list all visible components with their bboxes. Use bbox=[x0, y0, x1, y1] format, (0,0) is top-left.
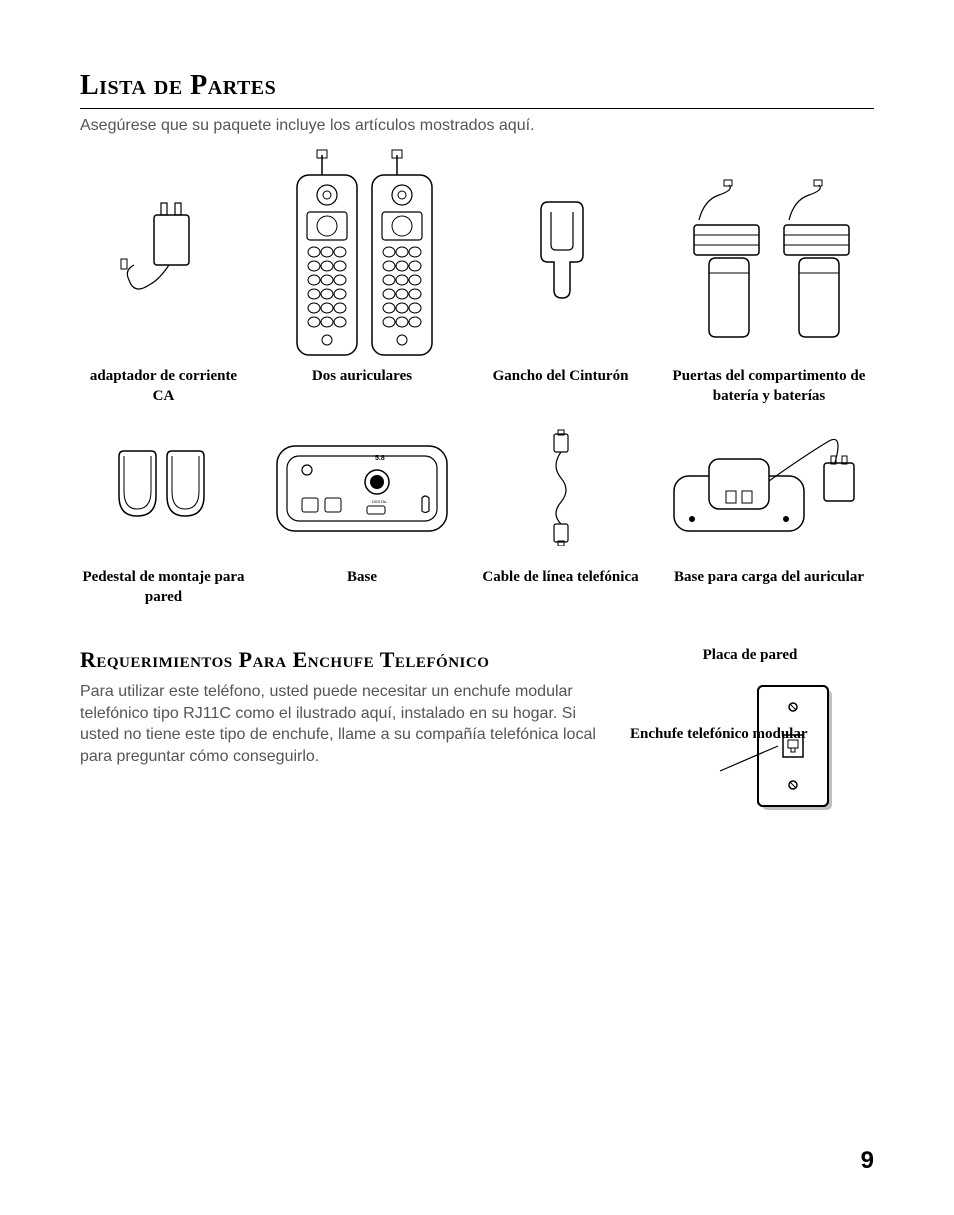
part-base: 5.8 DIGITAL Base bbox=[267, 416, 457, 607]
requirement-paragraph: Para utilizar este teléfono, usted puede… bbox=[80, 681, 610, 767]
requirement-heading: Requerimientos Para Enchufe Telefónico bbox=[80, 647, 610, 673]
belt-clip-illustration bbox=[516, 155, 606, 355]
part-wall-mount-pedestal: Pedestal de montaje para pared bbox=[80, 416, 247, 607]
part-label: Dos auriculares bbox=[312, 367, 412, 387]
page-title: Lista de Partes bbox=[80, 70, 874, 109]
part-belt-clip: Gancho del Cinturón bbox=[477, 155, 644, 406]
battery-doors-illustration bbox=[669, 155, 869, 355]
part-label: Base para carga del auricular bbox=[674, 568, 864, 588]
wallplate-svg bbox=[640, 674, 840, 824]
ac-adapter-illustration bbox=[119, 155, 209, 355]
pedestal-illustration bbox=[109, 416, 219, 556]
phone-cord-illustration bbox=[526, 416, 596, 556]
requirement-content: Requerimientos Para Enchufe Telefónico P… bbox=[80, 647, 610, 767]
charger-illustration bbox=[664, 416, 874, 556]
parts-grid: adaptador de corriente CA bbox=[80, 155, 874, 607]
part-battery-doors: Puertas del compartimento de batería y b… bbox=[664, 155, 874, 406]
base-illustration: 5.8 DIGITAL bbox=[267, 416, 457, 556]
part-two-handsets: Dos auriculares bbox=[267, 155, 457, 406]
jack-label: Enchufe telefónico modular bbox=[630, 725, 808, 744]
intro-paragraph: Asegúrese que su paquete incluye los art… bbox=[80, 117, 874, 135]
part-ac-adapter: adaptador de corriente CA bbox=[80, 155, 247, 406]
part-label: adaptador de corriente CA bbox=[80, 367, 247, 406]
part-handset-charger: Base para carga del auricular bbox=[664, 416, 874, 607]
handsets-illustration bbox=[282, 155, 442, 355]
wallplate-diagram: Placa de pared Enchufe telefónico modula… bbox=[640, 647, 860, 829]
svg-text:5.8: 5.8 bbox=[375, 455, 385, 462]
part-label: Pedestal de montaje para pared bbox=[80, 568, 247, 607]
svg-text:DIGITAL: DIGITAL bbox=[372, 499, 388, 504]
requirement-section: Requerimientos Para Enchufe Telefónico P… bbox=[80, 647, 874, 829]
part-phone-cord: Cable de línea telefónica bbox=[477, 416, 644, 607]
page-number: 9 bbox=[861, 1147, 874, 1175]
part-label: Base bbox=[347, 568, 377, 588]
part-label: Cable de línea telefónica bbox=[482, 568, 638, 588]
part-label: Puertas del compartimento de batería y b… bbox=[664, 367, 874, 406]
part-label: Gancho del Cinturón bbox=[493, 367, 629, 387]
wallplate-label: Placa de pared bbox=[640, 647, 860, 664]
